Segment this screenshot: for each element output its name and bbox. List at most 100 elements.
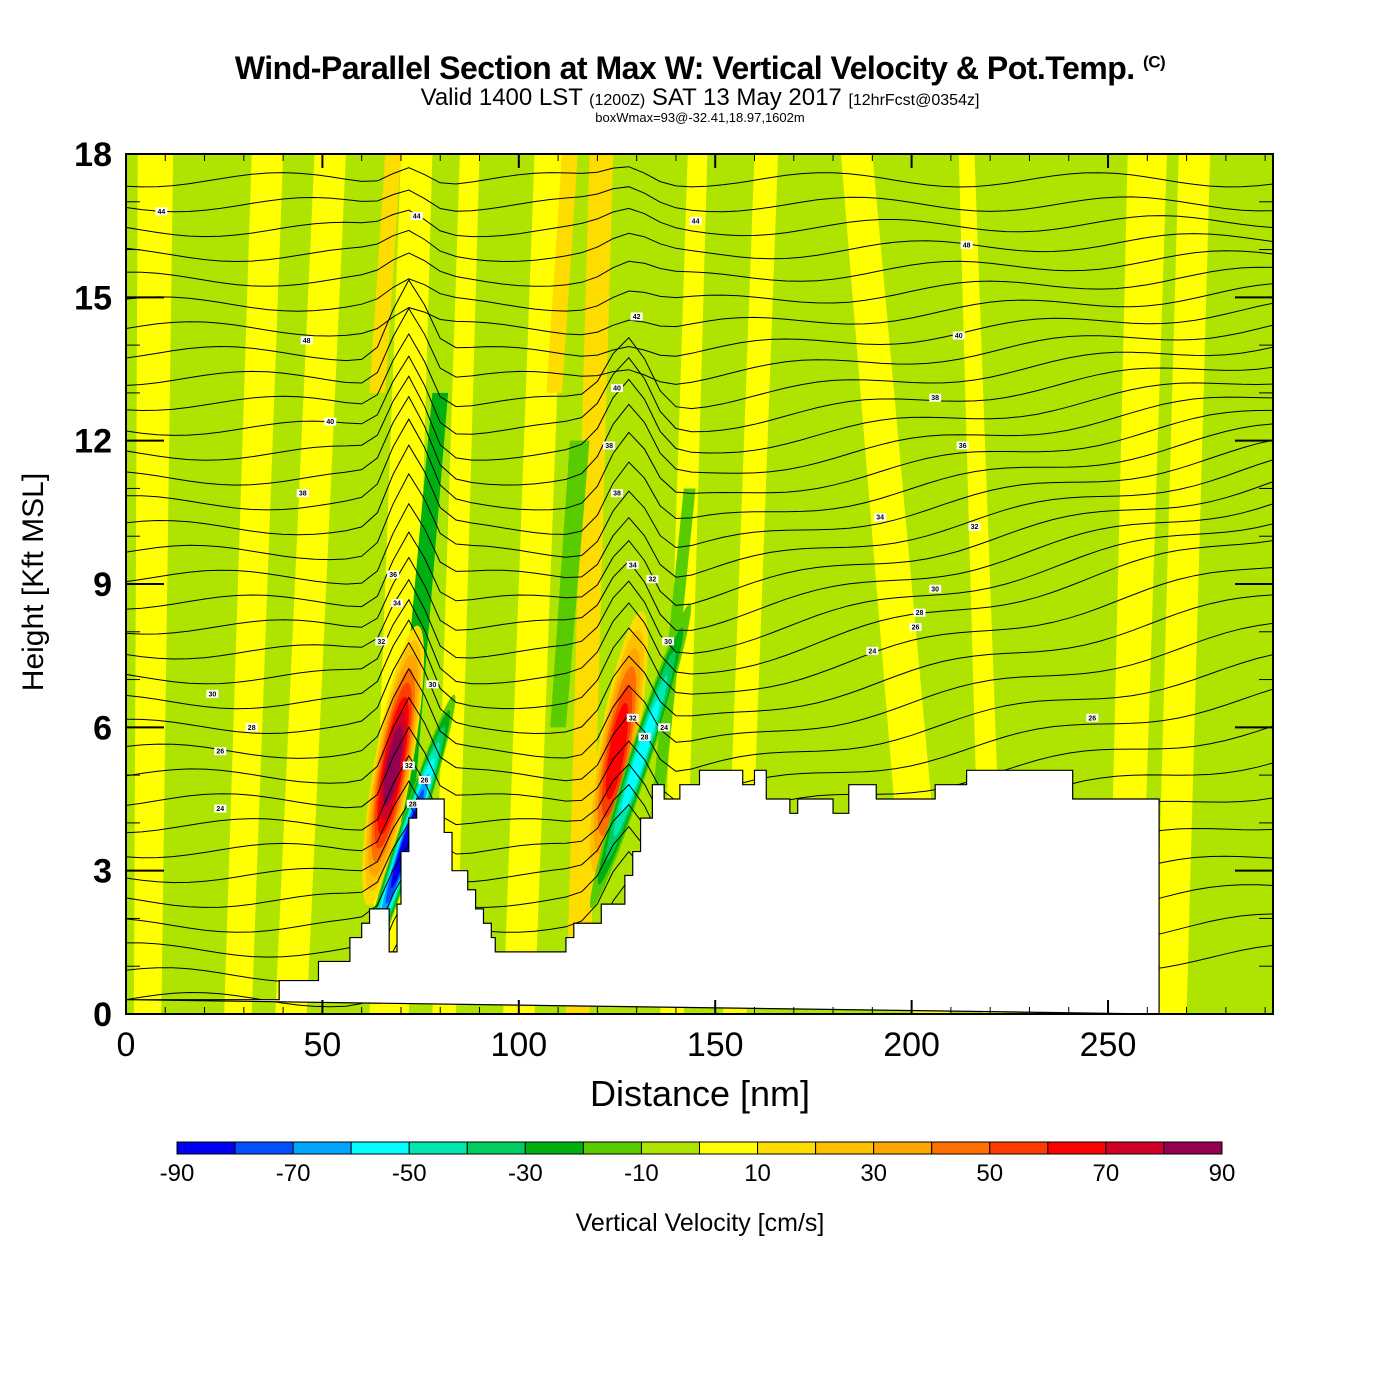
- theta-contour-line: [126, 186, 1273, 213]
- contour-label-box: [410, 212, 423, 221]
- field-band: [275, 154, 346, 1014]
- contour-label: 30: [664, 639, 672, 646]
- theta-contour-line: [126, 594, 1273, 735]
- y-axis-label: Height [Kft MSL]: [17, 472, 50, 692]
- contour-label: 26: [1088, 715, 1096, 722]
- contour-labels: 44 44 44 48 48 42 40 40 40 38 38 36 38 38 34 32 36 34 32 34…: [155, 207, 1099, 813]
- x-tick-label: 100: [490, 1026, 547, 1064]
- contour-label: 38: [931, 395, 939, 402]
- contour-label-box: [214, 747, 227, 756]
- contour-label: 28: [641, 734, 649, 741]
- theta-contour-line: [126, 333, 1273, 412]
- colorbar-swatch: [292, 1141, 352, 1155]
- field-band: [224, 154, 284, 1014]
- colorbar-swatch: [640, 1141, 701, 1155]
- theta-contour-line: [126, 567, 1273, 710]
- contour-label-box: [1086, 713, 1099, 722]
- contour-label-box: [155, 207, 168, 216]
- x-tick-label: 50: [303, 1026, 341, 1064]
- contour-label-box: [658, 723, 671, 732]
- contour-label-box: [206, 689, 219, 698]
- contour-label-box: [952, 331, 965, 340]
- colorbar-tick-label: 70: [1093, 1160, 1120, 1187]
- contour-label: 24: [660, 725, 668, 732]
- x-tick-label: 250: [1080, 1026, 1137, 1064]
- theta-contour-line: [126, 395, 1273, 486]
- colorbar-swatch: [582, 1141, 642, 1155]
- contour-label-box: [956, 441, 969, 450]
- contour-label-box: [387, 570, 400, 579]
- colorbar: -90 -70 -50 -30 -10 10 30 50 70 90: [160, 1141, 1235, 1187]
- contour-label-box: [960, 240, 973, 249]
- contour-label: 40: [955, 333, 963, 340]
- colorbar-tick-label: 50: [976, 1160, 1003, 1187]
- contour-label: 38: [605, 443, 613, 450]
- x-tick-label: 150: [687, 1026, 744, 1064]
- theta-contour-line: [126, 250, 1273, 287]
- updraft-core: [605, 702, 629, 800]
- subtitle-date: SAT 13 May 2017: [651, 84, 842, 111]
- contour-label: 32: [648, 577, 656, 584]
- contour-label-box: [874, 513, 887, 522]
- contour-label: 40: [326, 419, 334, 426]
- contour-label: 44: [157, 209, 165, 216]
- theta-contour-line: [126, 409, 1273, 511]
- colorbar-tick-label: 10: [744, 1160, 771, 1187]
- colorbar-tick-label: -30: [508, 1160, 543, 1187]
- contour-label: 48: [303, 338, 311, 345]
- contour-label-box: [426, 680, 439, 689]
- colorbar-swatch: [931, 1141, 991, 1155]
- theta-contour-line: [126, 266, 1273, 312]
- contour-label-box: [909, 623, 922, 631]
- terrain-surface: [125, 769, 1160, 1015]
- colorbar-tick-label: -70: [276, 1160, 311, 1187]
- contour-label: 30: [209, 691, 217, 698]
- colorbar-swatch: [873, 1141, 933, 1155]
- theta-contour-line: [126, 166, 1273, 188]
- colorbar-tick-label: -10: [624, 1160, 659, 1187]
- theta-contour-line: [126, 355, 1273, 436]
- contour-label: 40: [613, 386, 621, 393]
- theta-contour-line: [126, 503, 1273, 635]
- contour-label: 30: [428, 682, 436, 689]
- colorbar-swatch: [989, 1141, 1049, 1155]
- contour-label-box: [296, 489, 309, 498]
- colorbar-tick-label: 30: [860, 1160, 887, 1187]
- contour-label-box: [611, 384, 624, 393]
- copyright-mark: (C): [1143, 52, 1166, 72]
- x-tick-label: 0: [117, 1026, 136, 1064]
- contour-label-box: [300, 336, 313, 345]
- contour-label: 24: [868, 648, 876, 655]
- contour-label: 26: [912, 625, 920, 632]
- colorbar-tick-label: -50: [392, 1160, 427, 1187]
- colorbar-swatch: [1163, 1141, 1223, 1155]
- contour-label: 38: [613, 491, 621, 498]
- field-streak: [546, 154, 578, 393]
- contour-label-box: [689, 216, 702, 225]
- theta-contour-line: [126, 523, 1273, 660]
- colorbar-swatch: [1105, 1141, 1165, 1155]
- theta-contour-line: [126, 229, 1273, 263]
- theta-contour-line: [126, 459, 1273, 585]
- contour-label-box: [245, 723, 258, 732]
- contour-label-box: [630, 312, 643, 321]
- colorbar-swatch: [524, 1141, 584, 1155]
- colorbar-tick-label: -90: [160, 1160, 195, 1187]
- contour-label-box: [611, 489, 624, 498]
- theta-contour-line: [126, 375, 1273, 461]
- chart-title: Wind-Parallel Section at Max W: Vertical…: [0, 50, 1400, 87]
- contour-label: 32: [377, 639, 385, 646]
- theta-contour-line: [126, 279, 1273, 362]
- contour-label-box: [418, 775, 431, 784]
- contour-label: 28: [248, 725, 256, 732]
- contour-label-box: [913, 608, 926, 617]
- contour-label: 26: [421, 777, 429, 784]
- contour-label-box: [929, 393, 942, 402]
- theta-contour-line: [126, 307, 1273, 386]
- chart-title-text: Wind-Parallel Section at Max W: Vertical…: [234, 50, 1135, 86]
- contour-label: 24: [216, 806, 224, 813]
- contour-label: 28: [409, 801, 417, 808]
- colorbar-swatch: [350, 1141, 410, 1155]
